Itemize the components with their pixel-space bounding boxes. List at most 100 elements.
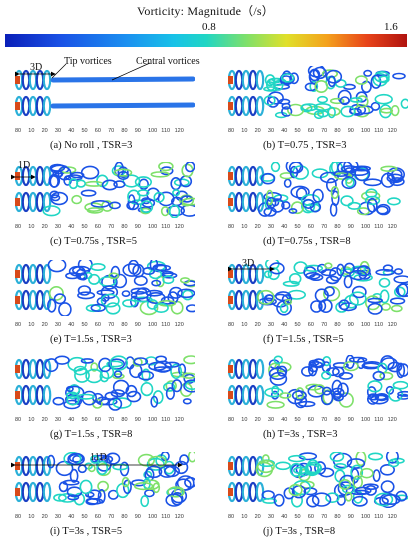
axis-tick-label: 60 — [307, 224, 314, 230]
vortex-wake-i — [15, 452, 195, 508]
axis-tick-label: 110 — [161, 514, 171, 520]
axis-tick-label: 120 — [174, 128, 184, 134]
axis-tick-label: 60 — [94, 128, 101, 134]
axis-tick-label: 110 — [374, 224, 384, 230]
axis-tick-label: 40 — [68, 417, 75, 423]
axis-tick-label: 40 — [68, 128, 75, 134]
axis-tick-label: 50 — [81, 128, 88, 134]
axis-tick-label: 20 — [41, 224, 48, 230]
axis-tick-label: 70 — [108, 128, 115, 134]
axis-tick-label: 30 — [54, 322, 62, 328]
axis-tick-label: 100 — [361, 224, 371, 230]
axis-tick-label: 10 — [241, 128, 248, 134]
axis-tick-label: 80 — [228, 417, 235, 423]
axis-tick-label: 20 — [41, 128, 48, 134]
panel-caption: (j) T=3s , TSR=8 — [263, 526, 336, 537]
axis-tick-label: 40 — [281, 417, 288, 423]
axis-ticks: 80 10 20 30 40 50 60 70 80 90 100 110 120 — [228, 224, 398, 232]
annotation-3d-a: 3D — [30, 62, 43, 73]
axis-ticks: 80 10 20 30 40 50 60 70 80 90 100 110 120 — [15, 128, 185, 136]
axis-tick-label: 60 — [94, 417, 101, 423]
axis-tick-label: 100 — [361, 128, 371, 134]
panel-caption: (c) T=0.75s , TSR=5 — [50, 236, 137, 247]
axis-tick-label: 90 — [134, 514, 141, 520]
panel-caption: (g) T=1.5s , TSR=8 — [50, 429, 133, 440]
axis-tick-label: 120 — [387, 128, 397, 134]
axis-tick-label: 90 — [347, 128, 354, 134]
axis-tick-label: 20 — [254, 224, 261, 230]
axis-tick-label: 20 — [254, 128, 261, 134]
axis-tick-label: 40 — [281, 224, 288, 230]
vortex-wake-j — [228, 452, 408, 508]
axis-tick-label: 80 — [334, 224, 341, 230]
axis-tick-label: 70 — [108, 514, 115, 520]
axis-tick-label: 60 — [307, 322, 314, 328]
axis-tick-label: 50 — [294, 417, 301, 423]
axis-tick-label: 60 — [307, 128, 314, 134]
axis-tick-label: 80 — [121, 224, 128, 230]
axis-tick-label: 80 — [15, 514, 22, 520]
axis-tick-label: 110 — [161, 128, 171, 134]
panel-caption: (b) T=0.75 , TSR=3 — [263, 140, 347, 151]
axis-tick-label: 50 — [81, 224, 88, 230]
axis-tick-label: 100 — [148, 224, 158, 230]
annotation-central-vortices: Central vortices — [136, 56, 200, 67]
panel-caption: (e) T=1.5s , TSR=3 — [50, 334, 132, 345]
axis-tick-label: 100 — [361, 514, 371, 520]
vortex-wake-a — [15, 69, 195, 117]
axis-tick-label: 120 — [174, 224, 184, 230]
axis-tick-label: 80 — [121, 322, 128, 328]
axis-ticks: 80 10 20 30 40 50 60 70 80 90 100 110 120 — [228, 514, 398, 522]
axis-tick-label: 50 — [81, 417, 88, 423]
axis-tick-label: 50 — [294, 514, 301, 520]
axis-tick-label: 30 — [267, 128, 275, 134]
axis-tick-label: 70 — [108, 224, 115, 230]
axis-tick-label: 90 — [134, 417, 141, 423]
axis-tick-label: 60 — [94, 224, 101, 230]
panel-caption: (d) T=0.75s , TSR=8 — [263, 236, 351, 247]
axis-tick-label: 40 — [68, 322, 75, 328]
axis-tick-label: 30 — [267, 417, 275, 423]
axis-tick-label: 120 — [174, 417, 184, 423]
annotation-11d-i: 11D — [90, 452, 107, 463]
annotation-1d-c: 1D — [18, 160, 31, 171]
axis-tick-label: 70 — [321, 224, 328, 230]
axis-tick-label: 40 — [281, 128, 288, 134]
vortex-wake-h — [228, 355, 408, 409]
vortex-wake-g — [15, 355, 195, 411]
axis-tick-label: 120 — [387, 322, 397, 328]
axis-tick-label: 120 — [387, 417, 397, 423]
axis-tick-label: 90 — [347, 514, 354, 520]
axis-tick-label: 10 — [28, 224, 35, 230]
pointer-tip-vortices — [51, 63, 67, 79]
axis-tick-label: 100 — [148, 322, 158, 328]
axis-tick-label: 120 — [387, 224, 397, 230]
axis-tick-label: 110 — [374, 514, 384, 520]
axis-tick-label: 10 — [241, 224, 248, 230]
vortex-wake-f — [228, 260, 408, 316]
axis-tick-label: 70 — [321, 128, 328, 134]
axis-tick-label: 80 — [121, 128, 128, 134]
axis-tick-label: 80 — [15, 128, 22, 134]
colorbar-max-label: 1.6 — [384, 21, 398, 33]
panel-caption: (a) No roll , TSR=3 — [50, 140, 133, 151]
axis-tick-label: 70 — [108, 322, 115, 328]
axis-tick-label: 90 — [347, 417, 354, 423]
axis-tick-label: 20 — [41, 417, 48, 423]
vortex-wake-b — [228, 66, 408, 120]
axis-tick-label: 10 — [241, 417, 248, 423]
axis-tick-label: 120 — [387, 514, 397, 520]
axis-tick-label: 20 — [41, 514, 48, 520]
axis-tick-label: 50 — [81, 322, 88, 328]
axis-ticks: 80 10 20 30 40 50 60 70 80 90 100 110 120 — [228, 417, 398, 425]
axis-tick-label: 30 — [267, 322, 275, 328]
axis-tick-label: 90 — [134, 224, 141, 230]
vortex-wake-e — [15, 260, 195, 316]
axis-tick-label: 10 — [28, 128, 35, 134]
axis-tick-label: 20 — [254, 514, 261, 520]
axis-tick-label: 30 — [267, 514, 275, 520]
panel-caption: (i) T=3s , TSR=5 — [50, 526, 123, 537]
axis-tick-label: 20 — [254, 417, 261, 423]
axis-tick-label: 40 — [68, 224, 75, 230]
axis-tick-label: 100 — [361, 417, 371, 423]
